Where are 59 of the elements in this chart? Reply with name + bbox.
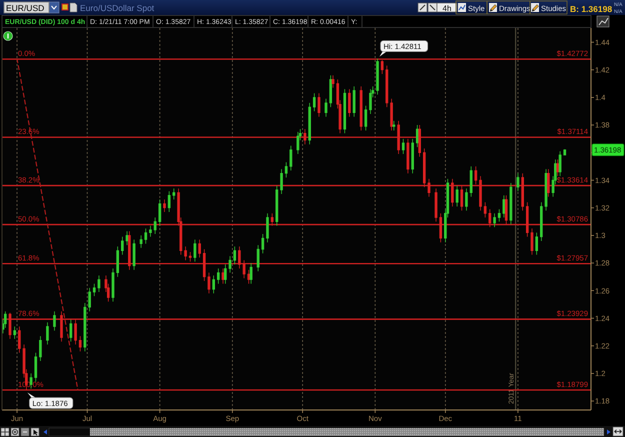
candlestick bbox=[428, 178, 430, 198]
candlestick bbox=[318, 92, 320, 118]
candlestick bbox=[390, 98, 393, 131]
candlestick bbox=[140, 235, 142, 248]
candlestick bbox=[369, 88, 372, 114]
candlestick bbox=[270, 212, 274, 226]
candlestick bbox=[493, 212, 496, 228]
candlestick bbox=[92, 283, 96, 296]
candlestick bbox=[60, 310, 63, 342]
text: B: 1.36198 bbox=[570, 4, 612, 14]
candlestick bbox=[208, 272, 210, 294]
candlestick bbox=[53, 310, 56, 331]
candlestick bbox=[498, 208, 501, 222]
candlestick bbox=[451, 178, 454, 207]
candlestick bbox=[434, 188, 438, 222]
candlestick bbox=[39, 336, 42, 362]
candlestick bbox=[304, 128, 306, 145]
text: EUR/USD bbox=[6, 3, 44, 13]
candlestick bbox=[456, 185, 458, 207]
candlestick bbox=[479, 176, 482, 211]
candlestick bbox=[397, 120, 400, 154]
candlestick bbox=[8, 312, 12, 340]
candlestick bbox=[132, 239, 136, 270]
candlestick bbox=[510, 182, 512, 225]
chart-subtitle: Euro/USDollar Spot bbox=[80, 3, 155, 13]
candlestick bbox=[222, 268, 224, 284]
candlestick bbox=[376, 58, 379, 96]
candlestick bbox=[184, 246, 187, 261]
candlestick bbox=[163, 199, 166, 212]
candlestick bbox=[98, 275, 100, 292]
candlestick bbox=[296, 132, 300, 154]
candlestick bbox=[250, 262, 252, 284]
candlestick bbox=[46, 322, 49, 345]
candlestick bbox=[392, 120, 396, 131]
candlestick bbox=[78, 336, 82, 352]
candlestick bbox=[558, 150, 562, 176]
candlestick bbox=[172, 188, 176, 200]
candlestick bbox=[406, 138, 410, 174]
candlestick bbox=[530, 228, 534, 256]
candlestick bbox=[544, 168, 548, 211]
candlestick bbox=[348, 88, 351, 118]
candlestick bbox=[188, 252, 192, 262]
candlestick bbox=[502, 195, 506, 218]
candlestick bbox=[280, 168, 283, 194]
candlestick bbox=[352, 86, 356, 118]
candlestick bbox=[74, 319, 77, 345]
candlestick bbox=[13, 326, 16, 340]
candlestick bbox=[112, 268, 114, 302]
candlestick bbox=[149, 225, 152, 238]
candlestick bbox=[332, 74, 334, 88]
candlestick bbox=[228, 256, 232, 274]
candlestick bbox=[516, 172, 520, 192]
text: 4h bbox=[442, 4, 452, 13]
candlestick bbox=[126, 230, 128, 246]
candlestick bbox=[324, 98, 328, 118]
candlestick bbox=[242, 260, 246, 279]
candlestick bbox=[194, 239, 196, 262]
candlestick bbox=[266, 212, 269, 243]
candlestick bbox=[465, 188, 468, 211]
